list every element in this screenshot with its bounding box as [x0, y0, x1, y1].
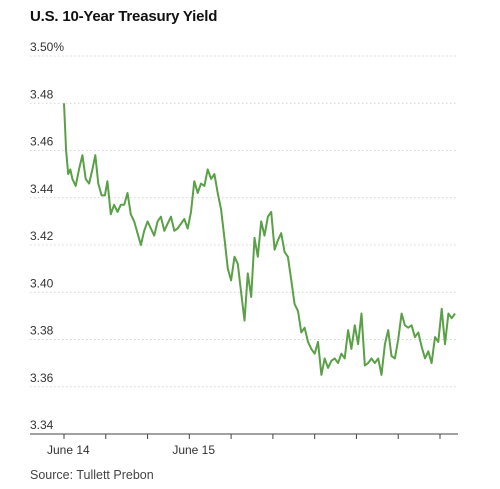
y-tick-label: 3.44: [30, 182, 54, 196]
y-tick-label: 3.38: [30, 324, 54, 338]
y-tick-label: 3.42: [30, 229, 54, 243]
gridlines: [30, 55, 458, 388]
y-tick-label: 3.48: [30, 87, 54, 101]
y-axis-labels: 3.50% 3.48 3.46 3.44 3.42 3.40 3.38 3.36 3.34: [30, 40, 64, 432]
y-tick-label: 3.46: [30, 135, 54, 149]
source-note: Source: Tullett Prebon: [30, 468, 154, 482]
y-tick-label: 3.36: [30, 371, 54, 385]
x-tick-label: June 15: [172, 443, 215, 457]
y-tick-label: 3.34: [30, 418, 54, 432]
series-line: [63, 103, 456, 376]
chart-title: U.S. 10-Year Treasury Yield: [30, 8, 218, 25]
y-tick-label: 3.50%: [30, 40, 64, 54]
x-axis-ticks: June 14 June 15: [47, 434, 441, 457]
y-tick-label: 3.40: [30, 276, 54, 290]
x-tick-label: June 14: [47, 443, 90, 457]
